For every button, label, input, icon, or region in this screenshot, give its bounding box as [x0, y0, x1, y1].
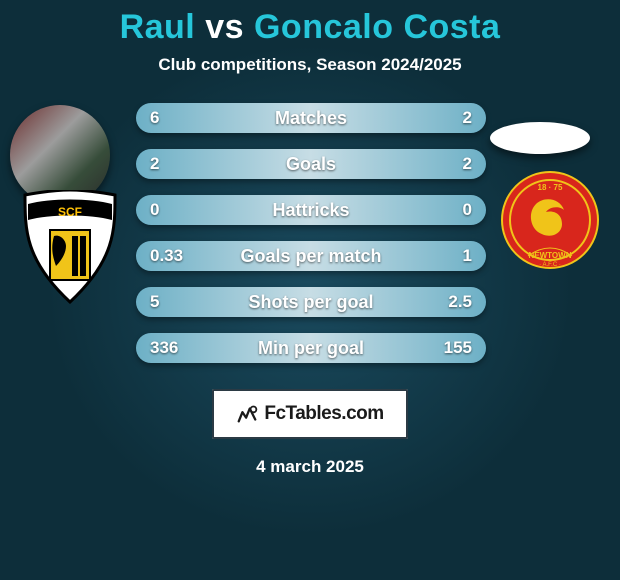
stat-right-value: 2 [463, 108, 472, 128]
stat-right-value: 0 [463, 200, 472, 220]
stat-row: 2Goals2 [136, 149, 486, 179]
stat-right-value: 2 [463, 154, 472, 174]
stat-row: 336Min per goal155 [136, 333, 486, 363]
title-vs: vs [195, 8, 254, 46]
svg-text:· A.F.C ·: · A.F.C · [539, 262, 561, 268]
comparison-subtitle: Club competitions, Season 2024/2025 [158, 55, 461, 75]
stat-label: Min per goal [136, 338, 486, 359]
player-right-photo [490, 122, 590, 154]
branding-badge: FcTables.com [212, 389, 408, 439]
player-left-name: Raul [120, 8, 196, 46]
stat-label: Shots per goal [136, 292, 486, 313]
svg-text:NEWTOWN: NEWTOWN [529, 251, 572, 260]
svg-text:SCF: SCF [58, 205, 82, 219]
comparison-title: Raul vs Goncalo Costa [120, 8, 501, 47]
stat-label: Hattricks [136, 200, 486, 221]
player-right-name: Goncalo Costa [254, 8, 500, 46]
stat-row: 5Shots per goal2.5 [136, 287, 486, 317]
stat-label: Goals per match [136, 246, 486, 267]
stat-row: 0Hattricks0 [136, 195, 486, 225]
stat-right-value: 2.5 [448, 292, 472, 312]
stat-row: 0.33Goals per match1 [136, 241, 486, 271]
farense-crest: SCF [20, 190, 120, 305]
stat-right-value: 1 [463, 246, 472, 266]
branding-text: FcTables.com [264, 403, 383, 425]
stat-label: Matches [136, 108, 486, 129]
svg-text:18 · 75: 18 · 75 [538, 183, 563, 192]
comparison-date: 4 march 2025 [256, 457, 364, 477]
stats-list: 6Matches22Goals20Hattricks00.33Goals per… [136, 103, 486, 363]
site-logo-icon [236, 403, 258, 425]
stat-right-value: 155 [444, 338, 472, 358]
newtown-crest: 18 · 75 NEWTOWN · A.F.C · [500, 170, 600, 270]
stat-row: 6Matches2 [136, 103, 486, 133]
stat-label: Goals [136, 154, 486, 175]
